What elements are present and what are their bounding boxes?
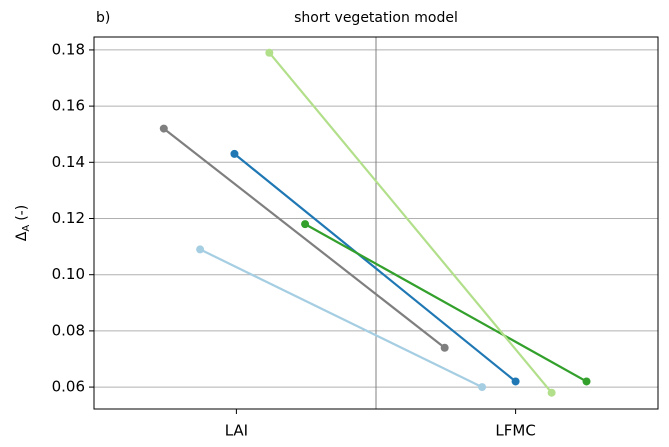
data-point xyxy=(301,220,310,229)
plot-frame xyxy=(93,36,659,410)
series-line xyxy=(199,248,483,389)
data-point xyxy=(511,377,520,386)
y-tick-label: 0.18 xyxy=(52,40,85,58)
y-tick-label: 0.06 xyxy=(52,378,85,396)
y-tick-label: 0.14 xyxy=(52,153,85,171)
x-tick-label: LAI xyxy=(225,422,248,440)
series-line xyxy=(233,153,517,383)
data-point xyxy=(582,377,591,386)
y-tick-label: 0.10 xyxy=(52,265,85,283)
y-tick-label: 0.08 xyxy=(52,321,85,339)
series-line xyxy=(304,223,588,383)
data-point xyxy=(159,124,168,133)
data-point xyxy=(265,48,274,57)
y-tick-label: 0.12 xyxy=(52,209,85,227)
series-line xyxy=(163,127,446,349)
data-point xyxy=(230,149,239,158)
panel-label: b) xyxy=(96,10,110,26)
data-point xyxy=(196,245,205,254)
y-label-subscript: A xyxy=(21,225,32,232)
series-line xyxy=(268,52,553,394)
y-tick-label: 0.16 xyxy=(52,97,85,115)
data-point xyxy=(478,383,487,392)
data-point xyxy=(440,343,449,352)
data-point xyxy=(547,388,556,397)
chart-title: short vegetation model xyxy=(294,10,458,26)
x-tick-label: LFMC xyxy=(495,422,535,440)
y-label-symbol: Δ xyxy=(14,231,30,241)
y-label-unit: (-) xyxy=(14,205,30,221)
y-axis-label: ΔA (-) xyxy=(14,205,32,241)
